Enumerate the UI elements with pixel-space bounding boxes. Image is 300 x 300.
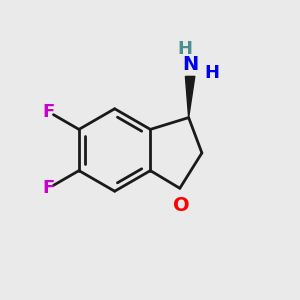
Text: O: O [173,196,190,214]
Text: F: F [43,103,55,121]
Text: H: H [177,40,192,58]
Text: H: H [204,64,219,82]
Text: F: F [43,179,55,197]
Polygon shape [185,76,195,118]
Text: N: N [182,55,198,74]
